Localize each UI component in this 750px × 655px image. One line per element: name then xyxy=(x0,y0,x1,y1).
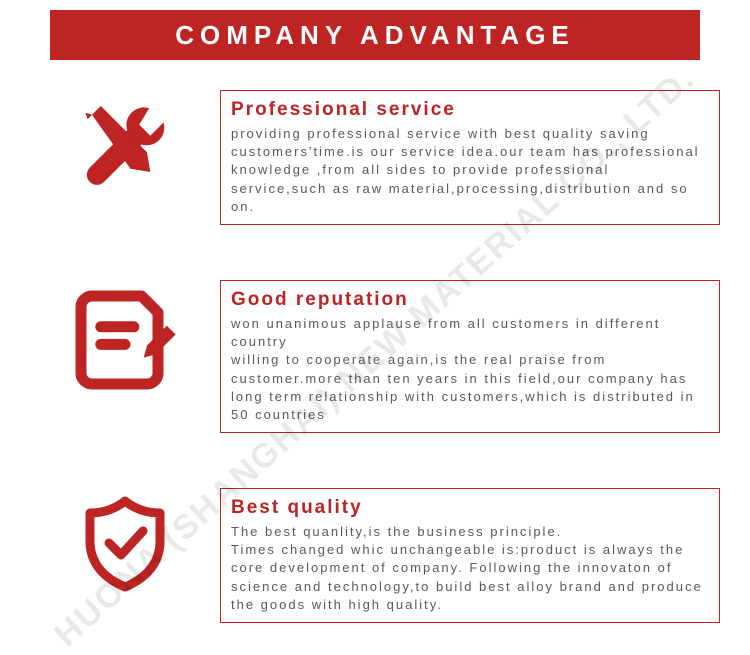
section-heading: Professional service xyxy=(231,99,709,121)
document-icon xyxy=(70,285,180,395)
content-box: Good reputation won unanimous applause f… xyxy=(220,280,720,433)
section-best-quality: Best quality The best quanlity,is the bu… xyxy=(30,488,720,623)
section-heading: Good reputation xyxy=(231,289,709,311)
shield-icon xyxy=(75,493,175,593)
icon-cell xyxy=(30,280,220,395)
section-body: The best quanlity,is the business princi… xyxy=(231,523,709,614)
section-body: won unanimous applause from all customer… xyxy=(231,315,709,424)
icon-cell xyxy=(30,90,220,205)
section-good-reputation: Good reputation won unanimous applause f… xyxy=(30,280,720,433)
banner: COMPANY ADVANTAGE xyxy=(50,10,700,60)
section-heading: Best quality xyxy=(231,497,709,519)
banner-title: COMPANY ADVANTAGE xyxy=(175,20,575,51)
tools-icon xyxy=(70,95,180,205)
content-box: Professional service providing professio… xyxy=(220,90,720,225)
icon-cell xyxy=(30,488,220,593)
content-box: Best quality The best quanlity,is the bu… xyxy=(220,488,720,623)
section-body: providing professional service with best… xyxy=(231,125,709,216)
section-professional-service: Professional service providing professio… xyxy=(30,90,720,225)
